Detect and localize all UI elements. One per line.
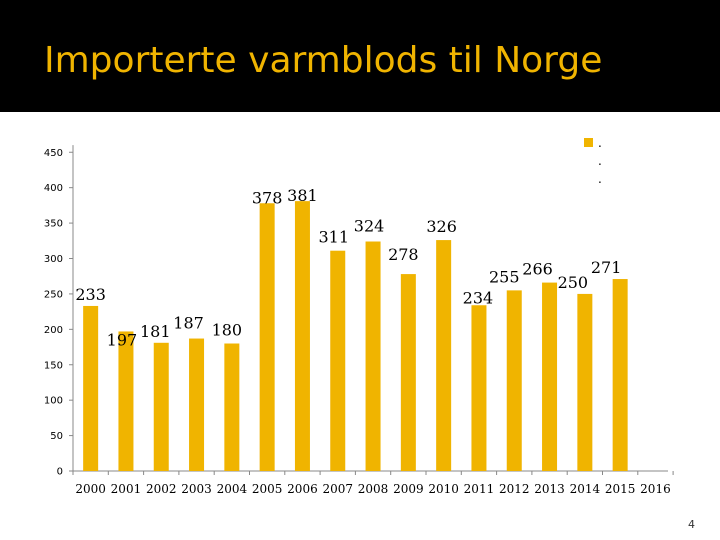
bar-2006: [294, 201, 310, 471]
legend-swatch: [584, 138, 593, 147]
bar-2001: [118, 331, 134, 471]
bar-2005: [259, 203, 275, 471]
x-tick-label: 2007: [322, 482, 353, 496]
x-tick-label: 2015: [605, 482, 636, 496]
y-tick-label: 150: [44, 360, 63, 371]
x-tick-label: 2013: [534, 482, 565, 496]
x-tick-label: 2000: [75, 482, 106, 496]
data-label-2009: 278: [388, 245, 419, 264]
bar-2015: [612, 279, 628, 471]
bar-2009: [400, 274, 416, 471]
slide-title: Importerte varmblods til Norge: [44, 40, 603, 81]
data-label-2002: 181: [140, 322, 171, 341]
y-tick-label: 450: [44, 148, 63, 159]
bar-2013: [542, 282, 558, 471]
x-tick-label: 2014: [570, 482, 601, 496]
x-tick-label: 2006: [287, 482, 318, 496]
bar-2003: [189, 338, 205, 471]
data-label-2012: 255: [489, 267, 520, 286]
data-label-2010: 326: [426, 217, 457, 236]
page-number: 4: [688, 518, 695, 531]
y-tick-label: 0: [57, 467, 63, 478]
x-tick-label: 2012: [499, 482, 530, 496]
data-label-2001: 197: [107, 330, 138, 349]
bar-2010: [436, 240, 452, 471]
y-tick-label: 50: [50, 431, 63, 442]
legend-label: ...: [598, 136, 602, 186]
data-label-2003: 187: [173, 314, 204, 333]
data-label-2014: 250: [558, 273, 589, 292]
x-tick-label: 2010: [428, 482, 459, 496]
x-tick-label: 2011: [464, 482, 495, 496]
x-tick-label: 2002: [146, 482, 177, 496]
data-label-2005: 378: [252, 188, 283, 207]
bar-2000: [83, 305, 99, 471]
x-tick-label: 2004: [217, 482, 248, 496]
bar-2004: [224, 343, 240, 471]
data-label-2006: 381: [287, 186, 318, 205]
bar-2012: [506, 290, 522, 471]
data-label-2008: 324: [354, 217, 385, 236]
x-tick-label: 2003: [181, 482, 212, 496]
data-label-2004: 180: [212, 321, 243, 340]
bar-2002: [153, 342, 169, 471]
y-tick-label: 400: [44, 183, 63, 194]
x-tick-label: 2005: [252, 482, 283, 496]
y-tick-label: 100: [44, 396, 63, 407]
y-tick-label: 300: [44, 254, 63, 265]
x-tick-label: 2001: [111, 482, 142, 496]
data-label-2015: 271: [591, 258, 622, 277]
x-tick-label: 2008: [358, 482, 389, 496]
bar-2014: [577, 293, 593, 471]
data-label-2013: 266: [522, 260, 553, 279]
bar-2011: [471, 305, 487, 471]
bar-2007: [330, 250, 346, 471]
x-tick-label: 2016: [640, 482, 671, 496]
data-label-2000: 233: [75, 285, 106, 304]
y-tick-label: 250: [44, 289, 63, 300]
bar-2008: [365, 241, 381, 471]
data-label-2007: 311: [318, 228, 349, 247]
title-band: [0, 0, 720, 112]
y-tick-label: 350: [44, 219, 63, 230]
y-tick-label: 200: [44, 325, 63, 336]
x-tick-label: 2009: [393, 482, 424, 496]
data-label-2011: 234: [463, 288, 494, 307]
